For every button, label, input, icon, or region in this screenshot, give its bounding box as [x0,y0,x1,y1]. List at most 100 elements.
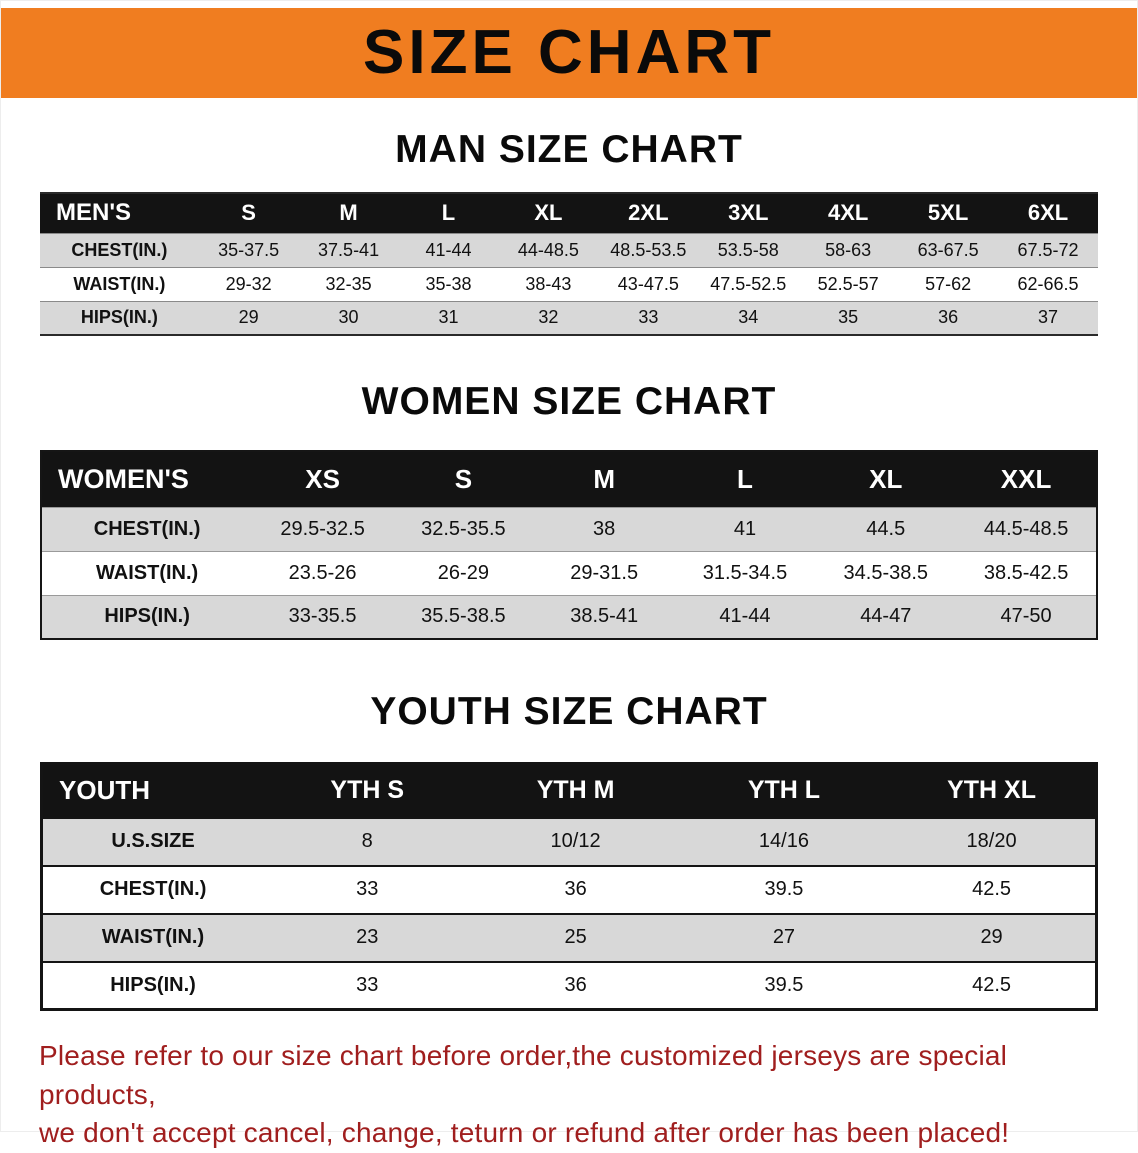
women-section-heading: WOMEN SIZE CHART [361,380,777,423]
size-value-cell: 34.5-38.5 [843,561,929,584]
size-value-cell: 39.5 [764,973,804,996]
size-value-cell: 53.5-58 [717,239,779,260]
measurement-row-label: WAIST(IN.) [95,561,199,584]
size-value-cell: 38-43 [525,273,572,294]
size-column-header: XL [498,193,599,233]
size-value-cell: 18/20 [966,830,1017,852]
size-value-cell: 43-47.5 [617,273,679,294]
size-value-cell: 41 [733,517,757,540]
size-value-cell: 63-67.5 [917,239,979,260]
youth-section-heading: YOUTH SIZE CHART [370,690,768,733]
size-value-cell: 52.5-57 [817,273,879,294]
size-column-header: 6XL [998,193,1098,233]
size-value-cell: 33-35.5 [288,605,357,628]
size-column-header: L [398,193,499,233]
measurement-row-label: WAIST(IN.) [101,926,205,948]
size-value-cell: 35-37.5 [218,239,280,260]
measurement-row-label: HIPS(IN.) [104,605,190,628]
size-value-cell: 37 [1038,307,1059,328]
measurement-row: U.S.SIZE 8 10/12 14/16 18/20 [41,817,1097,866]
measurement-row: CHEST(IN.) 33 36 39.5 42.5 [41,865,1097,914]
measurement-row: CHEST(IN.) 35-37.5 37.5-41 41-44 44-48.5 48.5… [40,233,1098,267]
size-value-cell: 44.5 [866,517,906,540]
size-value-cell: 35-38 [425,273,472,294]
size-chart-page: SIZE CHART MAN SIZE CHART MEN'S S M L XL 2XL 3… [1,8,1137,1153]
size-value-cell: 32 [538,307,559,328]
size-value-cell: 8 [361,830,373,852]
size-value-cell: 26-29 [437,561,489,584]
measurement-row-label: CHEST(IN.) [99,878,207,900]
size-column-header: YTH M [471,763,680,818]
size-value-cell: 32.5-35.5 [421,517,506,540]
size-value-cell: 29.5-32.5 [280,517,365,540]
size-value-cell: 33 [638,307,659,328]
size-value-cell: 44-47 [860,605,912,628]
size-value-cell: 32-35 [325,273,372,294]
women-size-section: WOMEN SIZE CHART WOMEN'S XS S M L XL XXL CHEST(… [1,380,1137,640]
size-value-cell: 41-44 [425,239,472,260]
size-column-header: L [674,451,816,507]
size-value-cell: 14/16 [758,830,809,852]
measurement-row-label: WAIST(IN.) [73,273,166,294]
size-value-cell: 38.5-41 [570,605,639,628]
size-value-cell: 25 [564,926,587,948]
youth-size-section: YOUTH SIZE CHART YOUTH YTH S YTH M YTH L YTH… [1,690,1137,1011]
men-section-heading: MAN SIZE CHART [395,128,743,171]
size-value-cell: 29 [238,307,259,328]
size-value-cell: 33 [356,973,379,996]
size-value-cell: 42.5 [972,973,1012,996]
size-value-cell: 33 [356,878,379,900]
size-value-cell: 23 [356,926,379,948]
size-value-cell: 36 [564,973,587,996]
disclaimer-line-2: we don't accept cancel, change, teturn o… [39,1117,1010,1149]
size-header-row: YOUTH YTH S YTH M YTH L YTH XL [41,763,1097,818]
size-value-cell: 37.5-41 [318,239,380,260]
size-value-cell: 57-62 [925,273,972,294]
measurement-row: CHEST(IN.) 29.5-32.5 32.5-35.5 38 41 44.5 44.5… [41,507,1097,551]
size-column-header: XS [252,451,393,507]
size-column-header: XXL [956,451,1097,507]
measurement-row: HIPS(IN.) 33 36 39.5 42.5 [41,961,1097,1010]
size-value-cell: 67.5-72 [1017,239,1079,260]
size-value-cell: 47.5-52.5 [710,273,787,294]
men-size-table: MEN'S S M L XL 2XL 3XL 4XL 5XL 6XL CHEST(IN.) 35-37… [40,192,1098,336]
measurement-row-label: CHEST(IN.) [71,239,168,260]
size-value-cell: 62-66.5 [1017,273,1079,294]
table-corner-label: YOUTH [41,763,264,818]
size-value-cell: 47-50 [1000,605,1052,628]
size-value-cell: 41-44 [719,605,771,628]
disclaimer-line-1: Please refer to our size chart before or… [39,1040,1008,1110]
size-column-header: XL [815,451,957,507]
size-value-cell: 27 [772,926,796,948]
women-size-table: WOMEN'S XS S M L XL XXL CHEST(IN.) 29.5-32.5 32.5… [40,450,1098,640]
size-header-row: WOMEN'S XS S M L XL XXL [41,451,1097,507]
size-chart-banner: SIZE CHART [1,8,1137,98]
size-value-cell: 35 [838,307,859,328]
size-column-header: 2XL [598,193,699,233]
size-column-header: 4XL [798,193,899,233]
size-column-header: YTH S [263,763,472,818]
measurement-row: HIPS(IN.) 29 30 31 32 33 34 35 36 37 [40,301,1098,335]
measurement-row-label: U.S.SIZE [111,830,195,852]
size-value-cell: 29-32 [225,273,272,294]
size-value-cell: 34 [738,307,759,328]
size-value-cell: 29-31.5 [570,561,639,584]
measurement-row-label: HIPS(IN.) [80,307,158,328]
size-column-header: M [533,451,675,507]
size-value-cell: 38 [593,517,616,540]
table-corner-label: MEN'S [40,193,199,233]
measurement-row: WAIST(IN.) 29-32 32-35 35-38 38-43 43-47.5 47.… [40,267,1098,301]
size-column-header: S [392,451,534,507]
measurement-row: HIPS(IN.) 33-35.5 35.5-38.5 38.5-41 41-44 44-… [41,595,1097,639]
size-value-cell: 44-48.5 [517,239,579,260]
size-column-header: YTH XL [888,763,1097,818]
size-value-cell: 39.5 [764,878,804,900]
size-header-row: MEN'S S M L XL 2XL 3XL 4XL 5XL 6XL [40,193,1098,233]
size-value-cell: 29 [980,926,1003,948]
measurement-row-label: HIPS(IN.) [110,973,196,996]
size-value-cell: 42.5 [972,878,1012,900]
size-value-cell: 35.5-38.5 [421,605,506,628]
size-value-cell: 31.5-34.5 [702,561,788,584]
size-column-header: YTH L [679,763,889,818]
youth-size-table: YOUTH YTH S YTH M YTH L YTH XL U.S.SIZE 8 10/12… [40,762,1098,1011]
